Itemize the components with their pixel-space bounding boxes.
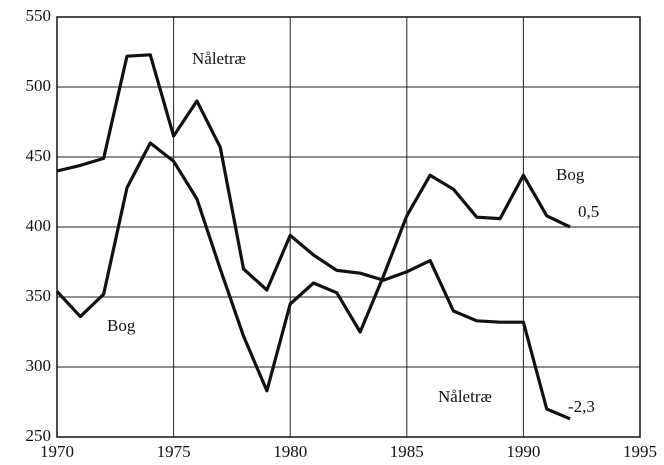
series-label: Bog [107,316,136,335]
x-tick-label: 1970 [40,442,74,461]
y-tick-label: 300 [26,356,52,375]
x-tick-label: 1990 [506,442,540,461]
y-tick-label: 500 [26,76,52,95]
annotation: Bog [556,165,585,184]
y-tick-label: 450 [26,146,52,165]
x-tick-label: 1975 [157,442,191,461]
annotation: Nåletræ [438,387,492,406]
y-tick-label: 250 [26,426,52,445]
annotation: -2,3 [568,397,595,416]
plot-frame [56,16,641,438]
y-tick-label: 550 [26,6,52,25]
x-tick-label: 1985 [390,442,424,461]
y-tick-label: 400 [26,216,52,235]
series-label: Nåletræ [192,49,246,68]
y-tick-label: 350 [26,286,52,305]
x-tick-label: 1980 [273,442,307,461]
x-tick-label: 1995 [623,442,657,461]
annotation: 0,5 [578,202,599,221]
series-line [56,53,571,421]
series-line [55,141,571,393]
